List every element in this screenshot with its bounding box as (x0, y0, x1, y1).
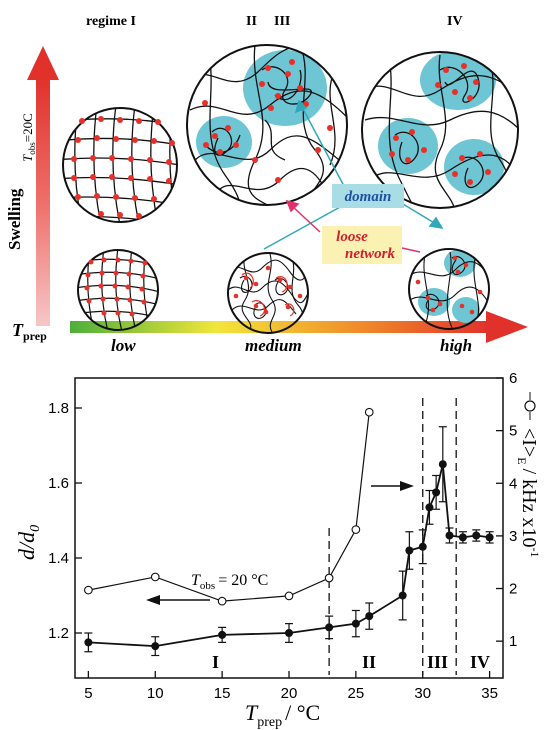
y-right-tick-label: 2 (509, 581, 517, 598)
x-tick-label: 20 (281, 685, 298, 702)
data-point-filled (458, 533, 467, 542)
tprep-high: high (440, 336, 472, 355)
data-point-filled (445, 531, 454, 540)
left-axis-arrow-icon (146, 595, 210, 605)
data-point-filled (325, 623, 334, 632)
tprep-medium: medium (245, 336, 302, 355)
data-point-filled (472, 531, 481, 540)
data-point-filled (432, 488, 441, 497)
data-point-filled (485, 533, 494, 542)
regime-boundaries (328, 398, 457, 675)
tobs-label: Tobs=20C (20, 113, 37, 162)
regime-label-II: II (246, 14, 257, 29)
data-point-open (217, 596, 227, 606)
tprep-low: low (111, 336, 136, 355)
y-left-axis-label: d/d0 (14, 525, 43, 560)
tobs-annotation: Tobs = 20 °C (191, 572, 268, 592)
open-marker-legend-icon (524, 400, 536, 412)
chart-regime-I: I (212, 652, 219, 672)
network-circle-regime-IV-collapsed (408, 248, 490, 330)
network-circle-regime-II-III-swollen (186, 44, 348, 206)
ticks: 5 10 15 20 25 30 35 1.2 1.4 1.6 1.8 1 2 3 4 5 6 (48, 370, 517, 702)
data-point-filled (151, 642, 160, 651)
y-right-tick-label: 3 (509, 528, 517, 545)
regime-label-III: III (274, 14, 290, 29)
data-point-open (150, 572, 160, 582)
y-left-tick-label: 1.2 (48, 625, 69, 642)
loose-network-callout: loose network (322, 226, 402, 264)
series (84, 407, 494, 657)
loose-network-connectors (285, 199, 421, 253)
y-right-tick-label: 4 (509, 475, 517, 492)
y-left-tick-label: 1.6 (48, 475, 69, 492)
data-point-filled (405, 546, 414, 555)
regime-label-IV: IV (447, 14, 463, 29)
data-point-filled (351, 619, 360, 628)
data-point-open (364, 407, 374, 417)
data-point-filled (365, 612, 374, 621)
chart-regime-IV: IV (470, 652, 490, 672)
chart-regime-II: II (362, 652, 376, 672)
data-point-open (284, 591, 294, 601)
x-tick-label: 5 (84, 685, 92, 702)
loose-label: loose (336, 229, 368, 245)
data-point-open (351, 525, 361, 534)
x-tick-label: 25 (348, 685, 365, 702)
data-point-open (324, 573, 334, 583)
network-circle-regime-IV-swollen (361, 51, 519, 209)
y-right-tick-label: 6 (509, 370, 517, 387)
tprep-label: Tprep (12, 320, 47, 343)
network-circle-regime-I-swollen (62, 107, 178, 223)
data-point-open (84, 585, 93, 595)
data-point-filled (398, 591, 407, 600)
data-point-filled (418, 542, 427, 551)
swelling-arrow-icon (27, 46, 59, 326)
data-point-filled (425, 503, 434, 512)
schematic: regime I II III IV Swelling Tobs=20C Tpr… (5, 14, 528, 355)
y-left-tick-label: 1.4 (48, 550, 69, 567)
x-tick-label: 10 (147, 685, 164, 702)
data-point-filled (285, 629, 293, 637)
regime-labels: I II III IV (212, 652, 490, 672)
data-point-filled (438, 460, 447, 469)
swelling-label: Swelling (5, 188, 24, 250)
x-axis-label: Tprep / °C (245, 700, 320, 730)
svg-text:<I>E/ kHz x10-1: <I>E/ kHz x10-1 (515, 428, 542, 557)
x-tick-label: 30 (414, 685, 431, 702)
right-axis-arrow-icon (371, 481, 414, 491)
y-right-axis-label: <I>E/ kHz x10-1 (515, 392, 542, 557)
network-label: network (345, 246, 396, 262)
network-circle-regime-I-collapsed (77, 249, 159, 331)
temperature-arrow-icon (70, 311, 528, 343)
domain-label: domain (345, 189, 392, 205)
data-point-filled (218, 630, 227, 639)
y-right-tick-label: 5 (509, 423, 517, 440)
regime-label-I: regime I (86, 14, 136, 29)
y-left-tick-label: 1.8 (48, 400, 69, 417)
chart: 5 10 15 20 25 30 35 1.2 1.4 1.6 1.8 1 2 3 4 5 6 I II III… (14, 370, 542, 730)
data-point-filled (84, 638, 93, 647)
domain-callout: domain (332, 184, 404, 208)
x-tick-label: 15 (214, 685, 231, 702)
x-tick-label: 35 (481, 685, 498, 702)
y-right-tick-label: 1 (509, 633, 517, 650)
chart-regime-III: III (427, 652, 448, 672)
